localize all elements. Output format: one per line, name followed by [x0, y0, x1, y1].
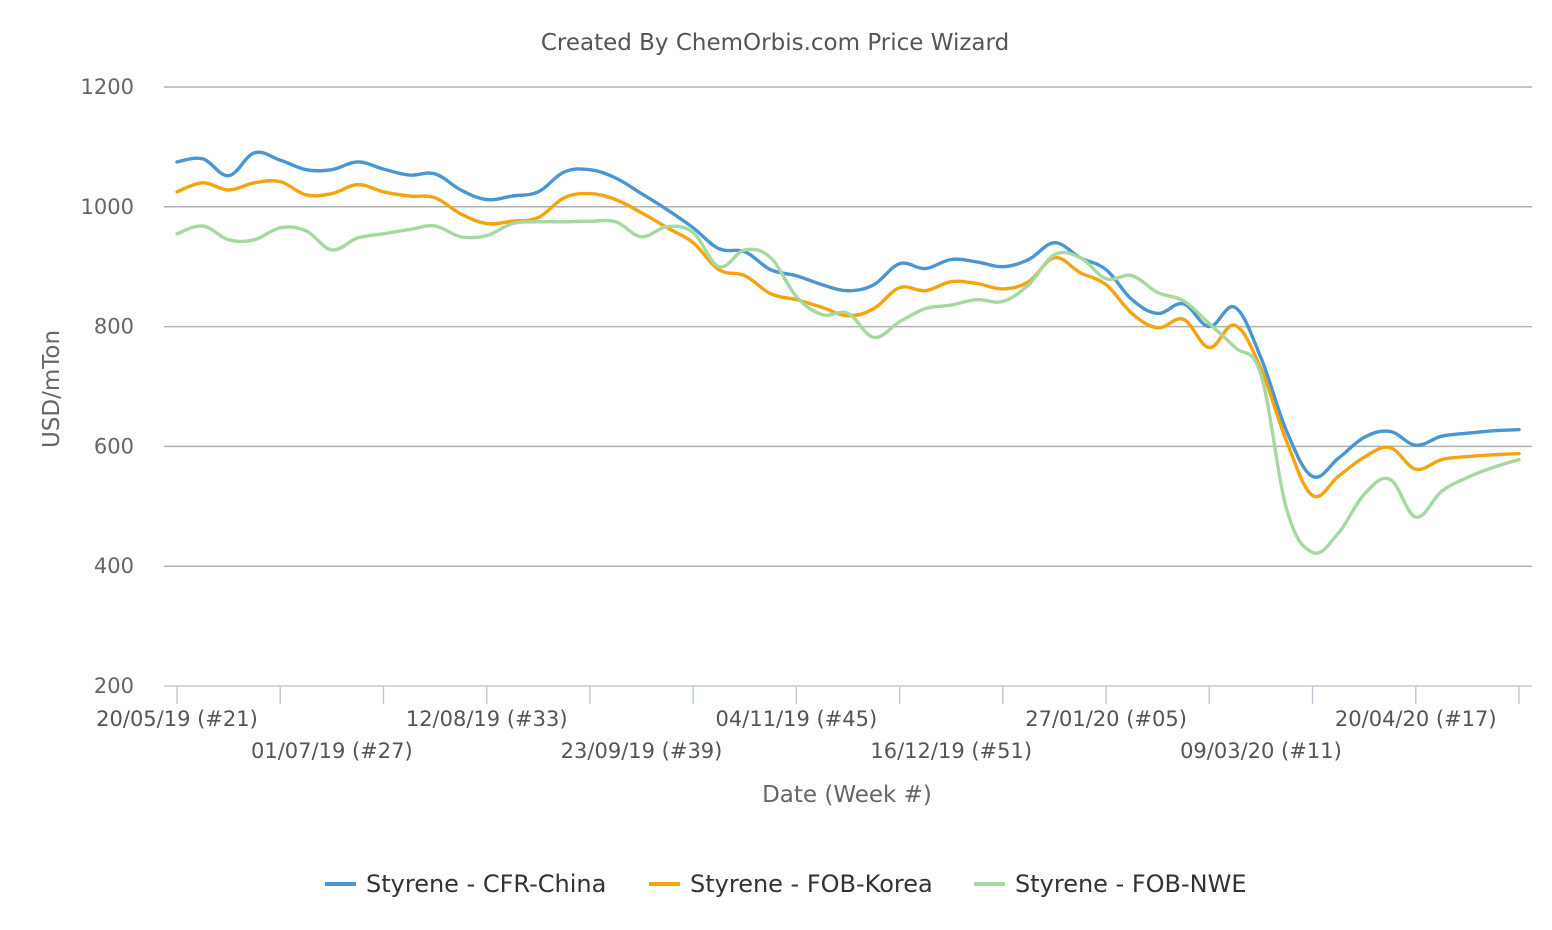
gridlines — [164, 86, 1532, 567]
y-tick-label: 600 — [94, 434, 134, 458]
y-tick-label: 1000 — [81, 195, 134, 219]
legend-item-2[interactable]: Styrene - FOB-Korea — [649, 870, 933, 898]
y-tick-label: 800 — [94, 315, 134, 339]
x-axis-title: Date (Week #) — [762, 782, 932, 808]
y-axis-title: USD/mTon — [39, 330, 65, 448]
x-tick-label: 04/11/19 (#45) — [716, 707, 878, 731]
y-tick-label: 200 — [94, 674, 134, 698]
legend-item-3[interactable]: Styrene - FOB-NWE — [974, 870, 1247, 898]
x-tick-label: 27/01/20 (#05) — [1025, 707, 1187, 731]
x-tick-label: 01/07/19 (#27) — [251, 739, 413, 763]
legend-label: Styrene - CFR-China — [366, 870, 606, 898]
series-line-2 — [175, 178, 1521, 499]
x-tick-label: 20/05/19 (#21) — [96, 707, 258, 731]
x-tick-label: 16/12/19 (#51) — [870, 739, 1032, 763]
x-axis: 20/05/19 (#21) 01/07/19 (#27) 12/08/19 (#3… — [96, 685, 1532, 763]
series-line-1 — [175, 150, 1521, 479]
legend-item-1[interactable]: Styrene - CFR-China — [325, 870, 606, 898]
y-axis: 200 400 600 800 1000 1200 — [81, 75, 134, 698]
legend-label: Styrene - FOB-NWE — [1015, 870, 1247, 898]
legend: Styrene - CFR-China Styrene - FOB-Korea St… — [325, 870, 1247, 898]
x-tick-label: 12/08/19 (#33) — [406, 707, 568, 731]
series-lines — [175, 150, 1521, 555]
chart-title: Created By ChemOrbis.com Price Wizard — [541, 30, 1009, 56]
x-tick-label: 23/09/19 (#39) — [561, 739, 723, 763]
series-line-3 — [175, 218, 1521, 555]
legend-label: Styrene - FOB-Korea — [690, 870, 933, 898]
y-tick-label: 400 — [94, 554, 134, 578]
x-tick-label: 20/04/20 (#17) — [1335, 707, 1497, 731]
x-tick-label: 09/03/20 (#11) — [1180, 739, 1342, 763]
y-tick-label: 1200 — [81, 75, 134, 99]
